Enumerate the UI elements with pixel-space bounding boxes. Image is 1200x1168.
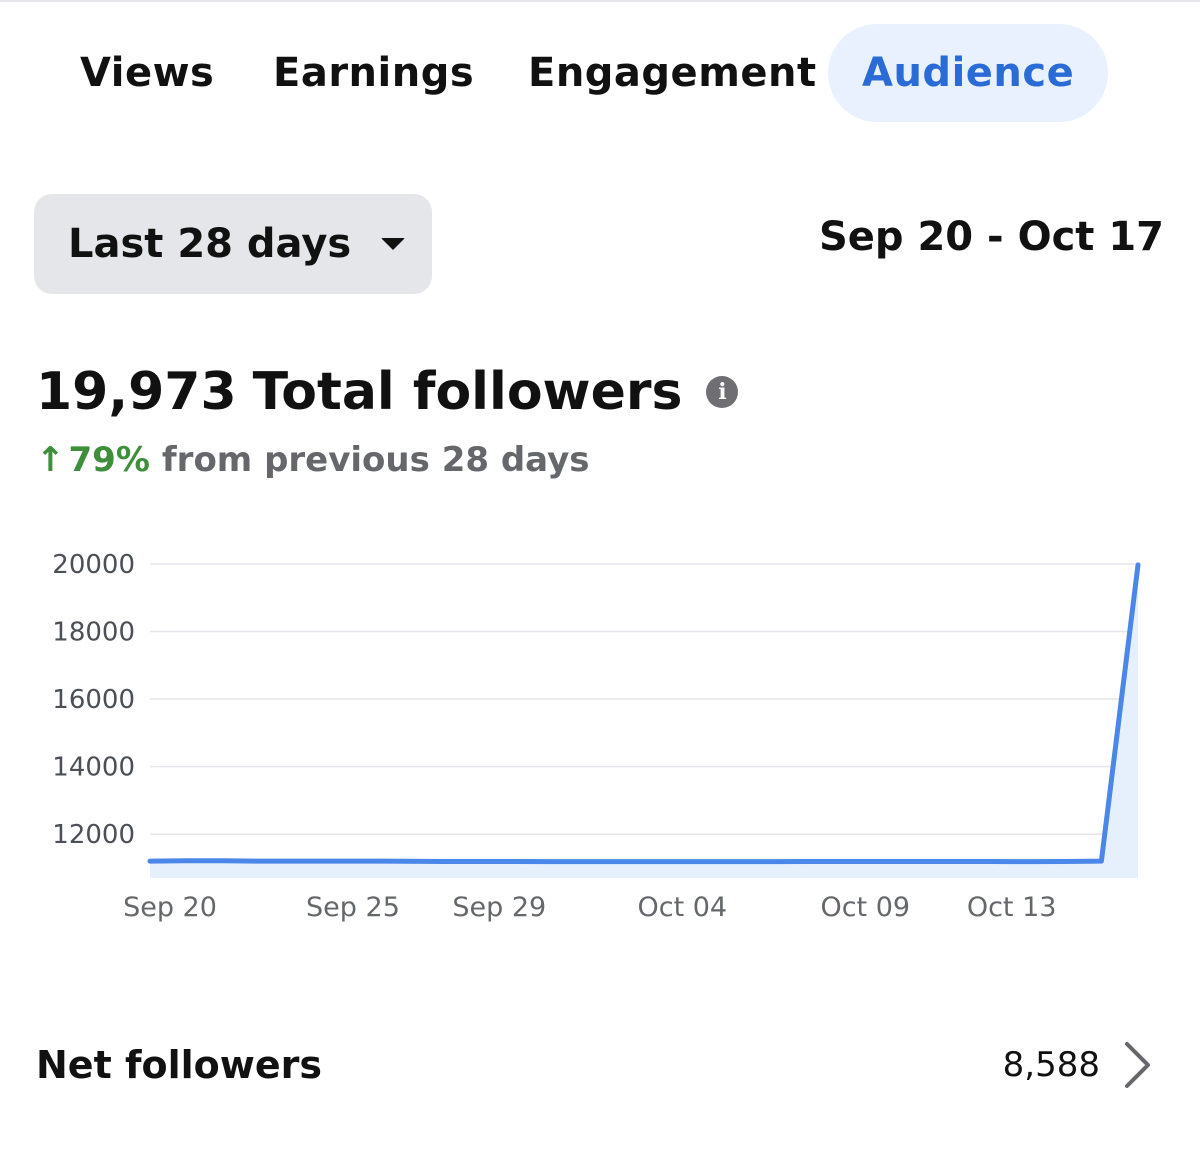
data-point xyxy=(953,859,957,863)
data-point xyxy=(1136,563,1140,567)
period-dropdown[interactable]: Last 28 days xyxy=(34,194,432,294)
x-tick-label: Sep 29 xyxy=(452,892,546,923)
data-point xyxy=(624,860,628,864)
top-divider xyxy=(0,0,1200,2)
data-point xyxy=(221,859,225,863)
data-point xyxy=(258,859,262,863)
followers-headline: 19,973 Total followers i xyxy=(36,362,739,422)
tab-audience[interactable]: Audience xyxy=(828,24,1109,122)
data-point xyxy=(990,859,994,863)
data-point xyxy=(514,859,518,863)
arrow-up-icon: ↑ xyxy=(36,440,65,480)
data-point xyxy=(185,859,189,863)
data-point xyxy=(697,860,701,864)
data-point xyxy=(660,860,664,864)
y-tick-label: 14000 xyxy=(52,753,135,783)
total-followers-count: 19,973 xyxy=(36,362,237,422)
series-line xyxy=(147,562,1141,865)
tab-engagement[interactable]: Engagement xyxy=(528,50,817,96)
x-tick-label: Sep 20 xyxy=(123,892,217,923)
x-tick-label: Oct 09 xyxy=(820,892,910,923)
x-tick-label: Oct 13 xyxy=(967,892,1057,923)
net-followers-row[interactable]: Net followers 8,588 xyxy=(36,1030,1152,1100)
y-tick-label: 18000 xyxy=(52,618,135,648)
data-point xyxy=(916,859,920,863)
x-tick-label: Oct 04 xyxy=(637,892,727,923)
data-point xyxy=(1063,859,1067,863)
data-point xyxy=(441,859,445,863)
followers-chart: 12000 14000 16000 18000 20000 Sep 20 Sep 25 Sep… xyxy=(52,550,1141,923)
data-point xyxy=(843,859,847,863)
followers-change: ↑ 79% from previous 28 days xyxy=(36,440,589,480)
data-point xyxy=(148,859,152,863)
net-followers-value: 8,588 xyxy=(1002,1045,1100,1085)
y-tick-label: 20000 xyxy=(52,550,135,580)
date-range: Sep 20 - Oct 17 xyxy=(818,214,1164,260)
data-point xyxy=(770,860,774,864)
change-text: from previous 28 days xyxy=(161,440,590,480)
data-point xyxy=(733,860,737,864)
data-point xyxy=(368,859,372,863)
change-percent: 79% xyxy=(68,440,150,480)
data-point xyxy=(880,859,884,863)
info-icon[interactable]: i xyxy=(706,376,739,408)
data-point xyxy=(331,859,335,863)
tab-bar: Views Earnings Engagement Audience xyxy=(0,0,1200,140)
x-tick-label: Sep 25 xyxy=(306,892,400,923)
period-label: Last 28 days xyxy=(68,221,352,267)
data-point xyxy=(1026,860,1030,864)
net-followers-label: Net followers xyxy=(36,1043,323,1087)
chevron-right-icon xyxy=(1125,1042,1150,1088)
tab-earnings[interactable]: Earnings xyxy=(273,50,475,96)
data-point xyxy=(477,859,481,863)
data-point xyxy=(587,860,591,864)
caret-down-icon xyxy=(381,238,406,250)
data-point xyxy=(294,859,298,863)
data-point xyxy=(404,859,408,863)
series-area xyxy=(150,564,1138,878)
data-point xyxy=(807,859,811,863)
total-followers-label: Total followers xyxy=(252,362,683,422)
data-point xyxy=(1099,859,1103,863)
tab-views[interactable]: Views xyxy=(80,50,215,96)
y-tick-label: 16000 xyxy=(52,685,135,715)
y-tick-label: 12000 xyxy=(52,820,135,850)
data-point xyxy=(551,860,555,864)
